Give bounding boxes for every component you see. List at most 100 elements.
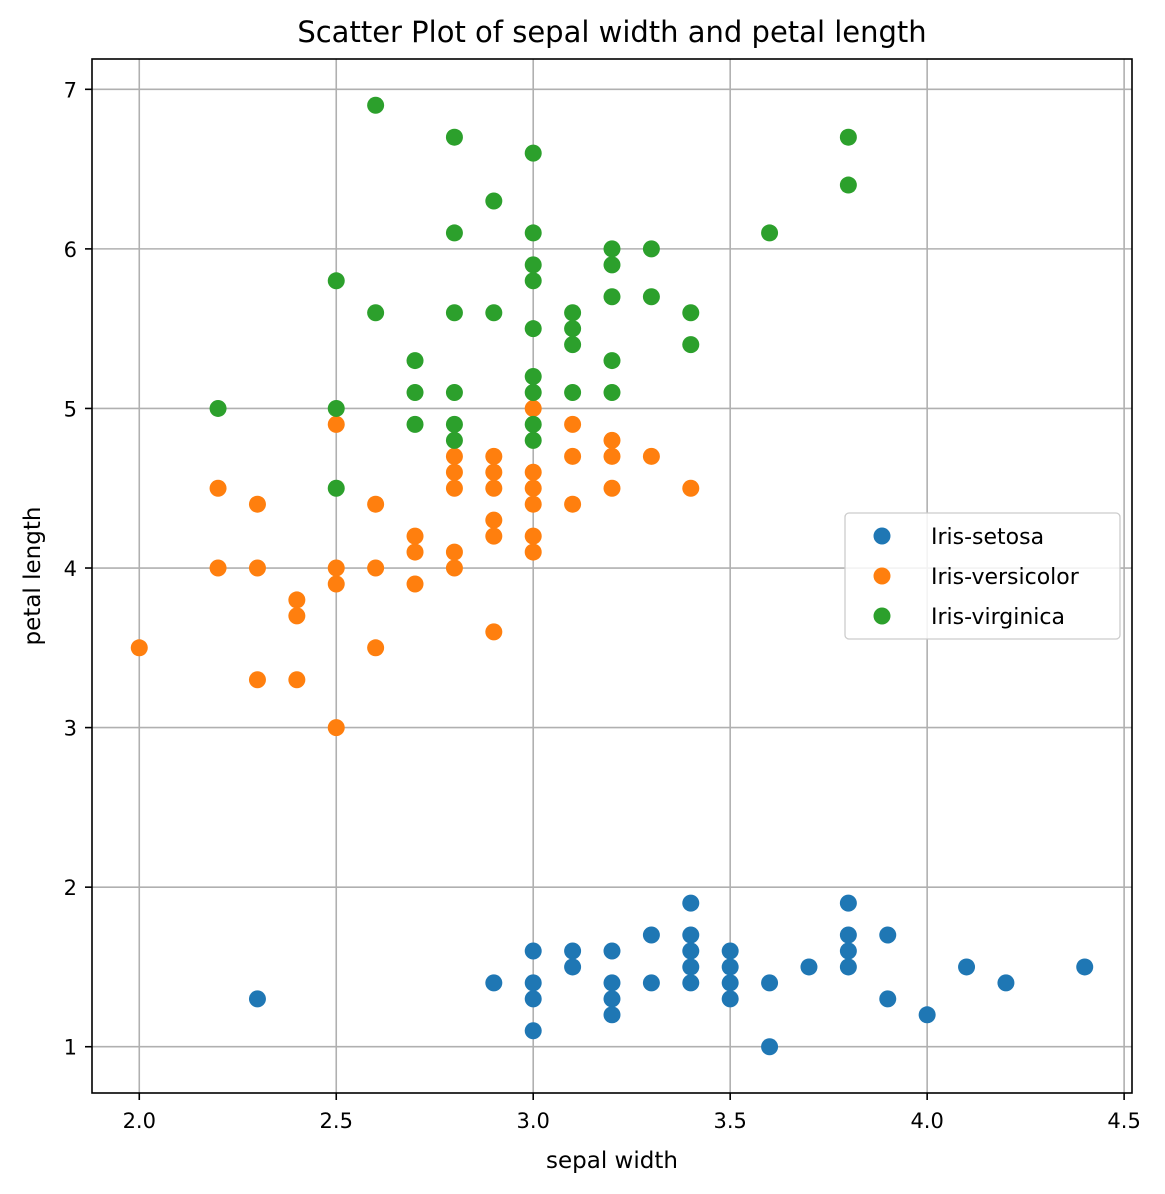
data-point [603, 431, 621, 449]
x-tick-label: 4.5 [1107, 1109, 1140, 1133]
data-point [524, 974, 542, 992]
data-point [721, 942, 739, 960]
data-point [248, 671, 266, 689]
data-point [761, 1038, 779, 1056]
data-point [288, 671, 306, 689]
y-tick-label: 7 [64, 78, 77, 102]
data-point [524, 415, 542, 433]
data-point [327, 415, 345, 433]
data-point [642, 288, 660, 306]
y-tick-label: 1 [64, 1036, 77, 1060]
data-point [721, 990, 739, 1008]
data-point [130, 639, 148, 657]
data-point [406, 543, 424, 561]
data-point [524, 543, 542, 561]
x-tick-label: 4.0 [910, 1109, 943, 1133]
data-point [682, 974, 700, 992]
data-point [209, 559, 227, 577]
data-point [603, 1006, 621, 1024]
data-point [485, 527, 503, 545]
legend-label: Iris-setosa [931, 525, 1044, 550]
data-point [839, 958, 857, 976]
data-point [524, 272, 542, 290]
data-point [524, 224, 542, 242]
data-point [327, 559, 345, 577]
data-point [564, 447, 582, 465]
data-point [879, 990, 897, 1008]
x-axis-label: sepal width [546, 1148, 678, 1174]
data-point [445, 463, 463, 481]
y-tick-label: 3 [64, 717, 77, 741]
data-point [603, 990, 621, 1008]
data-point [958, 958, 976, 976]
data-point [800, 958, 818, 976]
data-point [682, 304, 700, 322]
data-points [130, 96, 1094, 1056]
axis-ticks: 2.0 2.5 3.0 3.5 4.0 4.5 1 2 3 4 5 6 7 [64, 78, 1141, 1133]
data-point [682, 942, 700, 960]
data-point [406, 527, 424, 545]
data-point [524, 368, 542, 386]
data-point [642, 240, 660, 258]
y-axis-label: petal length [20, 507, 46, 646]
data-point [406, 352, 424, 370]
legend-marker [873, 567, 891, 585]
chart-title: Scatter Plot of sepal width and petal le… [297, 15, 926, 49]
data-point [564, 942, 582, 960]
data-point [248, 990, 266, 1008]
data-point [524, 431, 542, 449]
data-point [918, 1006, 936, 1024]
data-point [367, 495, 385, 513]
data-point [327, 272, 345, 290]
data-point [209, 479, 227, 497]
legend-label: Iris-versicolor [931, 565, 1080, 590]
y-tick-label: 4 [64, 557, 77, 581]
legend: Iris-setosa Iris-versicolor Iris-virginica [844, 512, 1121, 640]
data-point [879, 926, 897, 944]
y-tick-label: 2 [64, 876, 77, 900]
data-point [445, 415, 463, 433]
legend-marker [873, 527, 891, 545]
data-point [682, 479, 700, 497]
data-point [524, 942, 542, 960]
data-point [564, 304, 582, 322]
data-point [524, 527, 542, 545]
data-point [564, 958, 582, 976]
data-point [564, 415, 582, 433]
data-point [603, 974, 621, 992]
y-tick-label: 5 [64, 397, 77, 421]
data-point [839, 894, 857, 912]
data-point [997, 974, 1015, 992]
data-point [603, 240, 621, 258]
legend-marker [873, 607, 891, 625]
data-point [445, 128, 463, 146]
y-tick-label: 6 [64, 238, 77, 262]
data-point [485, 463, 503, 481]
data-point [642, 974, 660, 992]
data-point [524, 144, 542, 162]
data-point [524, 399, 542, 417]
data-point [288, 607, 306, 625]
data-point [524, 463, 542, 481]
data-point [721, 958, 739, 976]
legend-box [844, 512, 1121, 640]
data-point [682, 958, 700, 976]
data-point [485, 192, 503, 210]
data-point [367, 559, 385, 577]
data-point [367, 96, 385, 114]
x-tick-label: 2.0 [123, 1109, 156, 1133]
data-point [406, 415, 424, 433]
data-point [524, 256, 542, 274]
data-point [603, 479, 621, 497]
data-point [209, 399, 227, 417]
data-point [248, 495, 266, 513]
data-point [445, 431, 463, 449]
data-point [485, 623, 503, 641]
data-point [327, 575, 345, 593]
data-point [839, 942, 857, 960]
data-point [406, 575, 424, 593]
x-tick-label: 2.5 [320, 1109, 353, 1133]
data-point [524, 990, 542, 1008]
data-point [721, 974, 739, 992]
